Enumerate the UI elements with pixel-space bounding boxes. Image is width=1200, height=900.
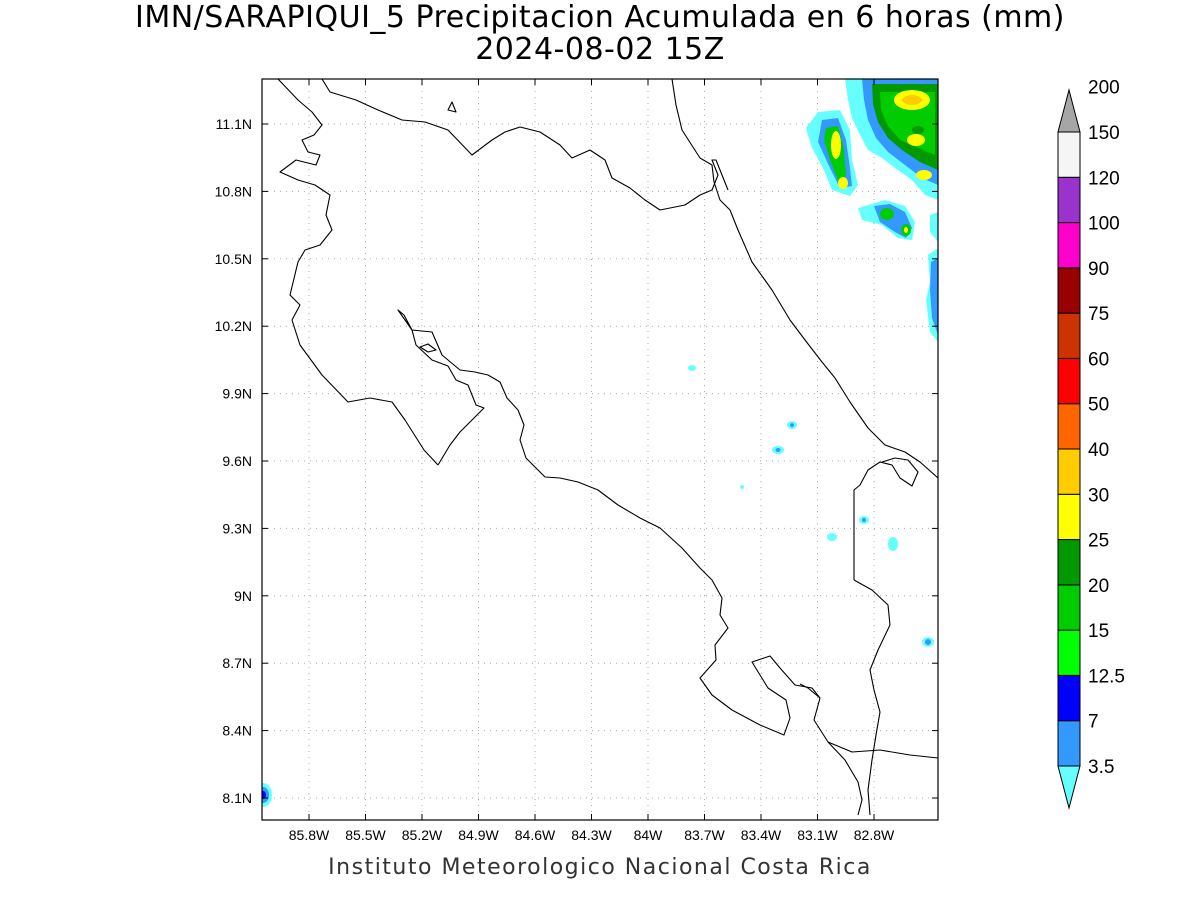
colorbar-label: 90 (1088, 259, 1109, 280)
colorbar-bin (1057, 584, 1081, 631)
colorbar-bin (1057, 403, 1081, 450)
colorbar-bin (1057, 176, 1081, 224)
colorbar-bin (1057, 131, 1081, 178)
colorbar-bin (1057, 88, 1081, 133)
coastline-borders (277, 79, 938, 816)
colorbar-legend: 3.5 7 12.5 15 20 25 30 40 50 60 75 90 100 120 150 200 (1057, 78, 1125, 810)
colorbar-label: 25 (1088, 531, 1109, 552)
x-tick-label: 85.8W (289, 827, 330, 843)
colorbar-label: 100 (1088, 214, 1120, 235)
y-tick-label: 10.8N (215, 183, 252, 199)
colorbar-bin (1057, 222, 1081, 269)
y-tick-label: 9N (234, 588, 252, 604)
map-footer: Instituto Meteorologico Nacional Costa R… (328, 855, 872, 880)
x-tick-label: 82.8W (854, 827, 895, 843)
colorbar-bin (1057, 674, 1081, 722)
colorbar-bin (1057, 493, 1081, 541)
y-tick-label: 10.5N (215, 251, 252, 267)
map-subtitle: 2024-08-02 15Z (475, 32, 725, 67)
x-tick-label: 83.4W (741, 827, 782, 843)
x-tick-label: 84.9W (458, 827, 499, 843)
y-tick-label: 9.3N (222, 520, 252, 536)
map-frame (261, 78, 939, 821)
map-title: IMN/SARAPIQUI_5 Precipitacion Acumulada … (135, 0, 1065, 35)
y-axis-labels: 11.1N 10.8N 10.5N 10.2N 9.9N 9.6N 9.3N 9N 8.7N 8.… (215, 116, 252, 806)
x-tick-label: 85.5W (345, 827, 386, 843)
y-tick-label: 8.7N (222, 655, 252, 671)
y-tick-label: 9.6N (222, 453, 252, 469)
colorbar-label: 40 (1088, 440, 1109, 461)
x-axis-labels: 85.8W 85.5W 85.2W 84.9W 84.6W 84.3W 84W 83.7W 83… (289, 827, 895, 843)
colorbar-bin (1057, 765, 1081, 810)
colorbar-bin (1057, 267, 1081, 314)
colorbar-label: 20 (1088, 576, 1109, 597)
x-tick-label: 84W (634, 827, 664, 843)
colorbar-label: 30 (1088, 485, 1109, 506)
axis-ticks (262, 79, 938, 820)
colorbar-label: 50 (1088, 395, 1109, 416)
x-tick-label: 85.2W (402, 827, 443, 843)
colorbar-bin (1057, 720, 1081, 767)
x-tick-label: 83.7W (684, 827, 725, 843)
x-tick-label: 83.1W (797, 827, 838, 843)
y-tick-label: 11.1N (216, 116, 252, 132)
colorbar-label: 60 (1088, 349, 1109, 370)
colorbar-bin (1057, 629, 1081, 676)
colorbar-label: 3.5 (1088, 757, 1114, 778)
colorbar-bin (1057, 448, 1081, 495)
colorbar-bin (1057, 312, 1081, 359)
colorbar-label: 7 (1088, 712, 1099, 733)
colorbar-label: 120 (1088, 168, 1120, 189)
colorbar-bin (1057, 357, 1081, 405)
colorbar-label: 15 (1088, 621, 1109, 642)
colorbar-label: 200 (1088, 78, 1120, 99)
y-tick-label: 8.4N (222, 723, 252, 739)
colorbar-label: 12.5 (1088, 666, 1125, 687)
x-tick-label: 84.6W (515, 827, 556, 843)
y-tick-label: 8.1N (222, 790, 252, 806)
y-tick-label: 9.9N (222, 386, 252, 402)
colorbar-bin (1057, 539, 1081, 586)
colorbar-label: 75 (1088, 304, 1109, 325)
colorbar-label: 150 (1088, 123, 1120, 144)
precipitation-shading (262, 79, 938, 807)
x-tick-label: 84.3W (571, 827, 612, 843)
y-tick-label: 10.2N (215, 318, 252, 334)
